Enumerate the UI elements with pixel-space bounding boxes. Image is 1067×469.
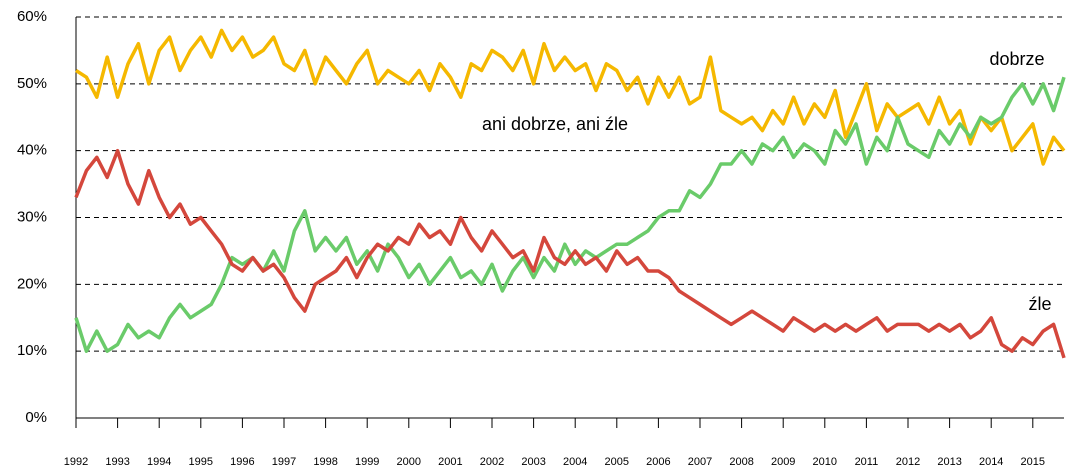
annotation: źle [1028, 294, 1051, 314]
x-tick-label: 1997 [272, 456, 296, 468]
y-tick-label: 0% [25, 409, 47, 426]
x-tick-label: 1998 [313, 456, 337, 468]
x-tick-label: 2008 [729, 456, 753, 468]
x-tick-label: 1993 [105, 456, 129, 468]
x-tick-label: 2006 [646, 456, 670, 468]
x-tick-label: 1995 [189, 456, 213, 468]
x-tick-label: 2010 [813, 456, 837, 468]
x-tick-label: 2003 [521, 456, 545, 468]
x-tick-label: 2014 [979, 456, 1003, 468]
x-tick-label: 2009 [771, 456, 795, 468]
y-tick-label: 10% [17, 342, 47, 359]
series-line [75, 28, 1066, 166]
x-tick-label: 2001 [438, 456, 462, 468]
y-tick-label: 40% [17, 142, 47, 159]
x-tick-label: 2000 [397, 456, 421, 468]
y-tick-label: 30% [17, 208, 47, 225]
x-tick-label: 1999 [355, 456, 379, 468]
annotation: ani dobrze, ani źle [482, 114, 628, 134]
x-tick-label: 2004 [563, 456, 587, 468]
y-tick-label: 60% [17, 8, 47, 25]
annotation: dobrze [989, 49, 1044, 69]
series-line [74, 148, 1066, 359]
x-tick-label: 2012 [896, 456, 920, 468]
x-tick-label: 2007 [688, 456, 712, 468]
x-tick-label: 2002 [480, 456, 504, 468]
x-tick-label: 2013 [937, 456, 961, 468]
x-tick-label: 2015 [1021, 456, 1045, 468]
x-tick-label: 2005 [605, 456, 629, 468]
y-tick-label: 50% [17, 75, 47, 92]
x-tick-label: 2011 [855, 456, 879, 468]
x-tick-label: 1992 [64, 456, 88, 468]
y-tick-label: 20% [17, 275, 47, 292]
x-tick-label: 1994 [147, 456, 171, 468]
series-line [74, 76, 1066, 353]
x-tick-label: 1996 [230, 456, 254, 468]
